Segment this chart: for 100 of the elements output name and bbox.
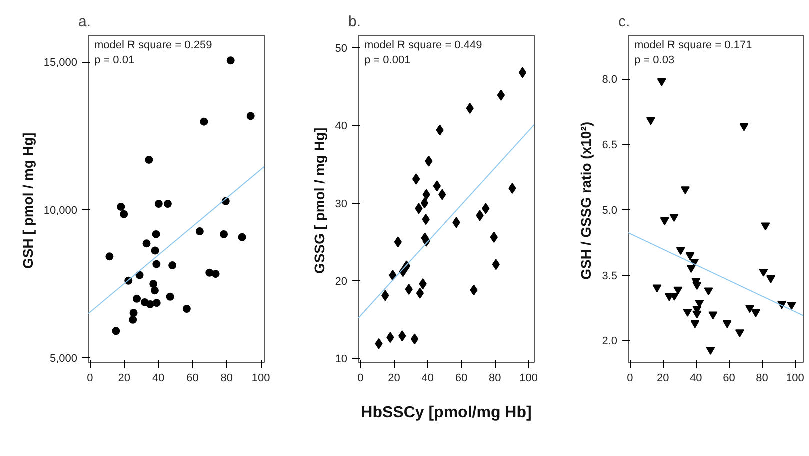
point — [226, 56, 235, 65]
x-tick-label: 40 — [690, 372, 702, 384]
point — [112, 327, 120, 336]
chart-title: c. — [618, 14, 630, 30]
annotation: p = 0.001 — [364, 54, 411, 66]
point — [704, 288, 714, 296]
y-tick-label: 3.5 — [602, 270, 618, 282]
point — [146, 300, 154, 309]
point — [246, 112, 255, 120]
point — [200, 118, 208, 126]
point — [164, 200, 172, 208]
x-tick-label: 100 — [520, 372, 538, 384]
point — [142, 240, 151, 248]
point — [706, 347, 716, 355]
point — [746, 305, 755, 314]
y-tick-label: 8.0 — [602, 74, 618, 86]
point — [676, 247, 686, 256]
x-tick-label: 20 — [657, 372, 670, 384]
y-tick-label: 20 — [335, 276, 348, 288]
point — [686, 252, 695, 260]
point — [154, 200, 163, 208]
point — [220, 230, 228, 238]
point — [761, 222, 770, 231]
annotation: p = 0.03 — [634, 54, 675, 66]
point — [680, 186, 690, 195]
x-tick-label: 60 — [455, 372, 468, 384]
y-tick-label: 10,000 — [44, 204, 78, 217]
x-tick-label: 0 — [358, 372, 364, 384]
y-tick-label: 30 — [335, 198, 348, 210]
point — [129, 316, 138, 324]
point — [168, 262, 177, 270]
point — [150, 286, 159, 295]
point — [683, 309, 692, 318]
point — [120, 210, 128, 218]
y-axis-title: GSH [ pmol / mg Hg] — [20, 132, 36, 269]
point — [117, 202, 126, 211]
annotation: model R square = 0.259 — [94, 40, 212, 52]
point — [152, 260, 161, 268]
point — [196, 228, 204, 236]
annotation: model R square = 0.171 — [634, 40, 752, 52]
x-axis-title: HbSSCy [pmol/mg Hb] — [361, 404, 532, 422]
x-tick-label: 0 — [627, 372, 634, 384]
point — [412, 174, 420, 185]
point — [106, 252, 114, 261]
y-tick-label: 2.0 — [602, 336, 618, 348]
x-tick-label: 40 — [152, 372, 165, 384]
x-tick-label: 80 — [756, 372, 768, 384]
y-axis-title: GSSG [ pmol / mg Hg] — [311, 128, 328, 274]
x-tick-label: 40 — [422, 372, 434, 384]
point — [166, 292, 174, 301]
y-tick-label: 15,000 — [44, 57, 78, 70]
point — [670, 214, 679, 222]
point — [518, 67, 527, 78]
point — [686, 265, 696, 274]
point — [130, 309, 138, 318]
point — [433, 180, 442, 192]
annotation: model R square = 0.449 — [364, 40, 482, 52]
point — [735, 330, 744, 338]
point — [212, 270, 220, 278]
x-tick-label: 60 — [723, 372, 736, 384]
point — [787, 302, 796, 310]
point — [420, 198, 429, 209]
x-tick-label: 20 — [118, 372, 131, 384]
point — [708, 312, 718, 320]
point — [133, 294, 142, 303]
point — [152, 299, 161, 308]
annotation: p = 0.01 — [94, 54, 135, 66]
chart-title: b. — [348, 14, 362, 30]
point — [182, 304, 191, 313]
y-tick-label: 40 — [335, 120, 348, 133]
x-tick-label: 80 — [489, 372, 502, 384]
point — [690, 320, 700, 328]
point — [150, 280, 158, 288]
point — [394, 236, 402, 248]
y-tick-label: 10 — [335, 354, 348, 366]
point — [722, 320, 732, 328]
point — [152, 230, 160, 238]
point — [151, 246, 160, 255]
chart-title: a. — [78, 14, 92, 30]
x-tick-label: 100 — [786, 372, 804, 384]
point — [238, 233, 246, 242]
point — [759, 269, 768, 277]
point — [410, 334, 419, 345]
point — [670, 292, 680, 301]
point — [416, 288, 424, 299]
y-axis-title: GSH / GSSG ratio (x10²) — [578, 122, 594, 280]
point — [674, 286, 683, 295]
point — [692, 282, 702, 290]
point — [692, 310, 702, 319]
y-tick-label: 6.5 — [602, 140, 618, 152]
point — [751, 310, 760, 318]
point — [740, 123, 749, 132]
point — [145, 156, 154, 164]
point — [136, 271, 144, 280]
point — [497, 90, 506, 101]
x-tick-label: 20 — [388, 372, 400, 384]
x-tick-label: 0 — [87, 372, 94, 384]
y-tick-label: 5.0 — [602, 204, 618, 217]
x-tick-label: 80 — [220, 372, 234, 384]
x-tick-label: 100 — [252, 372, 270, 384]
